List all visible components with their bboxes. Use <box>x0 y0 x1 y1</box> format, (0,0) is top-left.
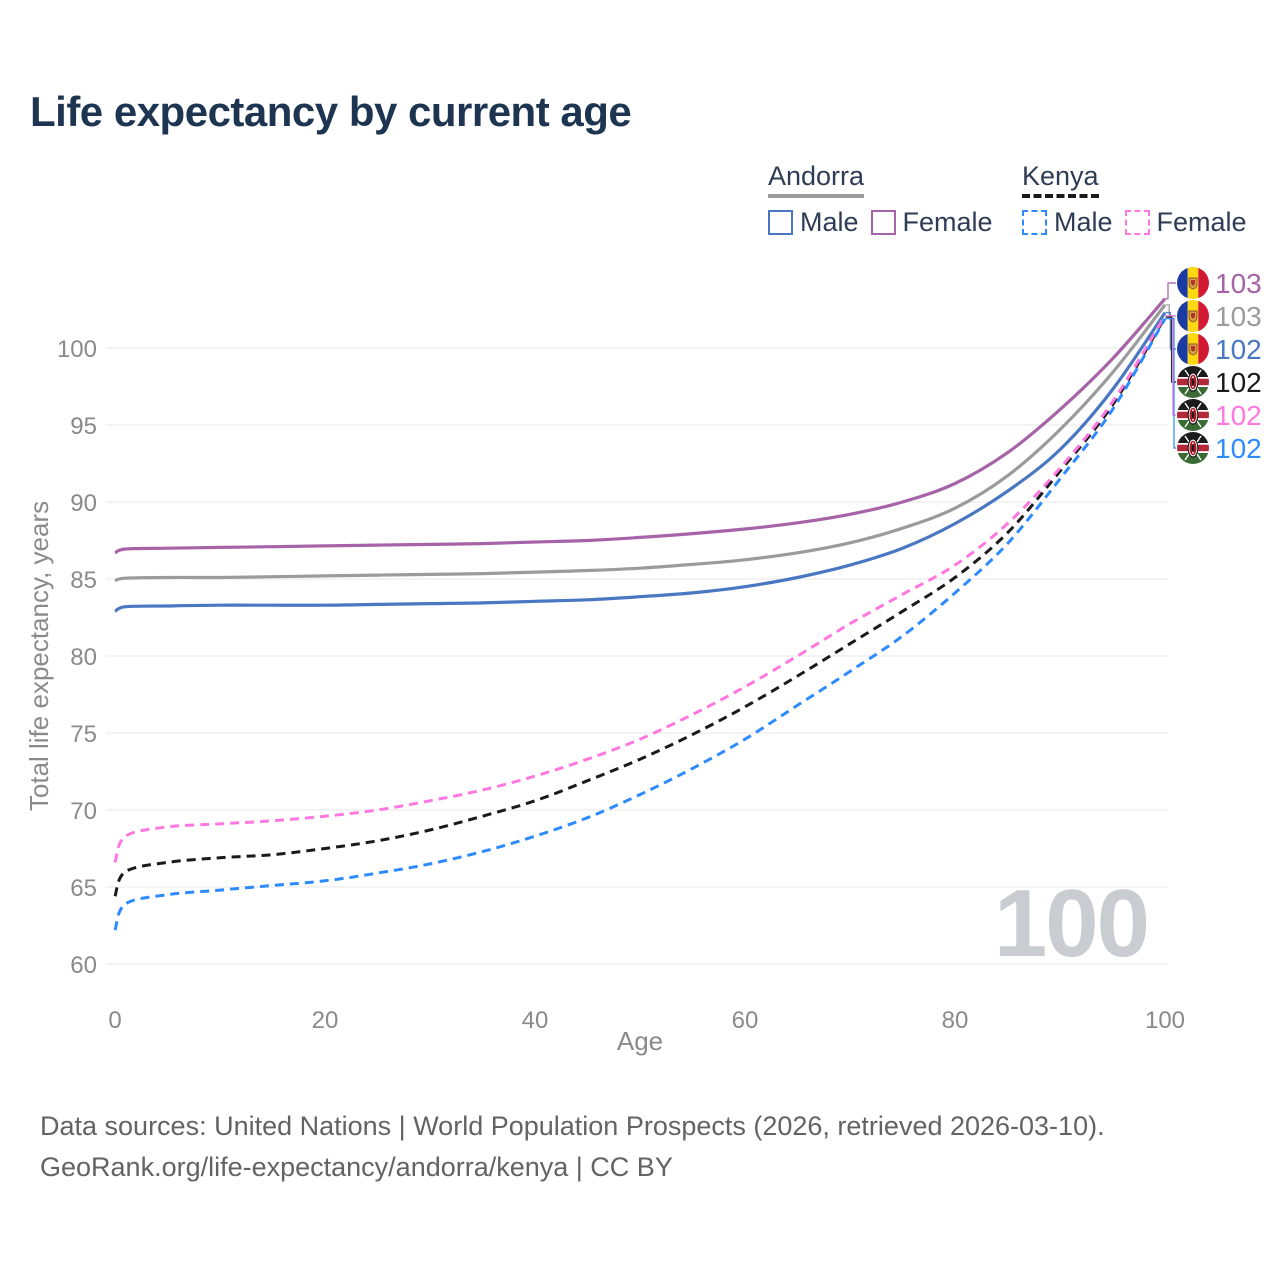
y-tick-label: 80 <box>70 644 97 671</box>
y-tick-label: 70 <box>70 798 97 825</box>
legend-items-andorra: Male Female <box>768 207 993 238</box>
end-value-label-andorra-female: 103 <box>1215 268 1262 299</box>
x-tick-label: 60 <box>732 1007 759 1034</box>
end-label-connector <box>1165 282 1176 300</box>
data-source-footer: Data sources: United Nations | World Pop… <box>40 1106 1105 1188</box>
kenya-flag-icon <box>1177 432 1209 464</box>
x-tick-label: 40 <box>522 1007 549 1034</box>
y-tick-label: 75 <box>70 721 97 748</box>
legend-country-kenya: Kenya <box>1022 161 1099 198</box>
x-tick-label: 20 <box>312 1007 339 1034</box>
andorra-male-swatch-icon <box>768 210 793 235</box>
legend-group-andorra: Andorra Male Female <box>768 161 993 238</box>
legend-country-andorra: Andorra <box>768 161 865 198</box>
y-tick-label: 65 <box>70 875 97 902</box>
kenya-female-swatch-icon <box>1124 210 1150 235</box>
legend-item-label: Male <box>800 207 859 237</box>
kenya-flag-icon <box>1177 366 1209 398</box>
y-tick-label: 60 <box>70 952 97 979</box>
kenya-flag-icon <box>1177 399 1209 431</box>
end-label-connector <box>1165 318 1176 449</box>
y-tick-label: 90 <box>70 490 97 517</box>
legend-item-label: Female <box>902 207 993 237</box>
legend-group-kenya: Kenya Male Female <box>1022 161 1247 238</box>
footer-line-1: Data sources: United Nations | World Pop… <box>40 1111 1105 1141</box>
x-tick-label: 0 <box>108 1007 121 1034</box>
footer-line-2: GeoRank.org/life-expectancy/andorra/keny… <box>40 1152 673 1182</box>
legend-item-kenya-female[interactable]: Female <box>1124 207 1247 238</box>
andorra-female-swatch-icon <box>870 210 896 235</box>
end-value-label-kenya-all: 102 <box>1215 367 1262 398</box>
hover-age-watermark: 100 <box>994 870 1148 977</box>
y-tick-label: 85 <box>70 567 97 594</box>
legend-item-label: Female <box>1156 207 1247 237</box>
series-line-andorra-male[interactable] <box>114 311 1167 613</box>
y-tick-label: 100 <box>57 336 97 363</box>
series-line-kenya-male[interactable] <box>113 317 1167 931</box>
end-value-label-kenya-male: 102 <box>1215 433 1262 464</box>
end-value-label-kenya-female: 102 <box>1215 400 1262 431</box>
andorra-flag-icon <box>1177 300 1209 332</box>
legend-item-label: Male <box>1054 207 1113 237</box>
series-line-andorra-female[interactable] <box>114 297 1167 555</box>
legend-item-andorra-male[interactable]: Male <box>768 207 859 238</box>
end-value-label-andorra-all: 103 <box>1215 301 1262 332</box>
series-line-kenya-female[interactable] <box>113 314 1167 863</box>
y-tick-label: 95 <box>70 413 97 440</box>
x-tick-label: 80 <box>942 1007 969 1034</box>
series-line-andorra-all[interactable] <box>114 303 1167 583</box>
end-value-label-andorra-male: 102 <box>1215 334 1262 365</box>
legend-items-kenya: Male Female <box>1022 207 1247 238</box>
series-line-kenya-all[interactable] <box>113 316 1167 897</box>
x-axis-title: Age <box>617 1026 663 1056</box>
page-title: Life expectancy by current age <box>30 88 632 135</box>
legend-item-kenya-male[interactable]: Male <box>1022 207 1113 238</box>
legend-item-andorra-female[interactable]: Female <box>870 207 993 238</box>
kenya-male-swatch-icon <box>1022 210 1047 235</box>
y-axis-title: Total life expectancy, years <box>24 501 54 811</box>
x-tick-label: 100 <box>1145 1007 1185 1034</box>
andorra-flag-icon <box>1177 333 1209 365</box>
andorra-flag-icon <box>1177 267 1209 299</box>
